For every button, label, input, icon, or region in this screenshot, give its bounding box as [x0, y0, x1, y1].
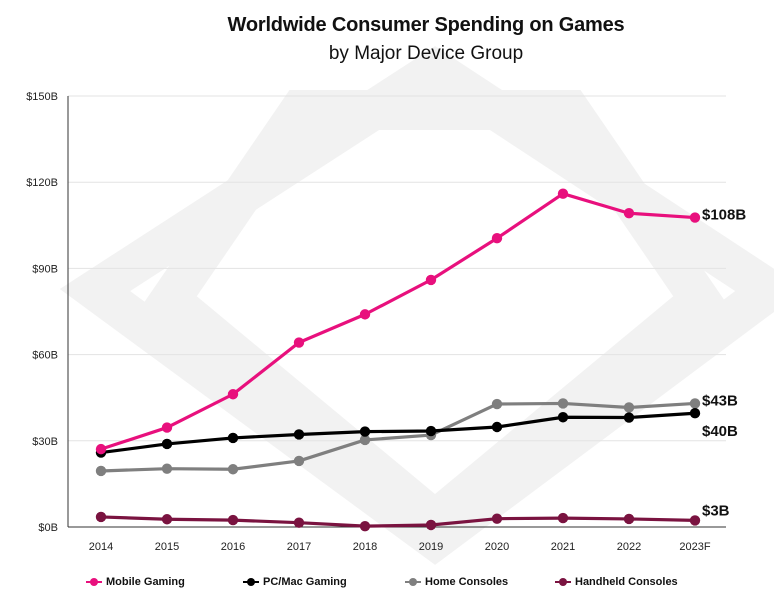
legend-label: Handheld Consoles: [575, 576, 678, 588]
end-labels: $43B $40B $3B $108B: [702, 207, 746, 520]
point-home-consoles: [227, 464, 239, 475]
point-handheld-consoles: [491, 513, 503, 524]
point-handheld-consoles: [95, 511, 107, 523]
point-handheld-consoles: [359, 520, 371, 532]
legend-swatch: [555, 578, 571, 586]
point-pc-mac-gaming: [293, 429, 305, 440]
x-tick-label: 2020: [485, 541, 509, 553]
point-mobile-gaming: [95, 443, 107, 455]
legend-item-home-consoles: Home Consoles: [405, 576, 508, 588]
point-handheld-consoles: [227, 514, 239, 526]
y-tick-label: $150B: [26, 91, 58, 103]
series-lines: [95, 188, 701, 532]
legend-swatch: [243, 578, 259, 586]
point-handheld-consoles: [161, 514, 173, 525]
point-pc-mac-gaming: [491, 421, 503, 433]
point-pc-mac-gaming: [623, 412, 635, 423]
point-home-consoles: [161, 463, 173, 474]
point-mobile-gaming: [557, 188, 569, 199]
y-tick-label: $30B: [32, 436, 58, 448]
point-pc-mac-gaming: [359, 426, 371, 437]
y-tick-label: $90B: [32, 263, 58, 275]
point-home-consoles: [359, 434, 371, 446]
series-line-handheld-consoles: [99, 515, 697, 528]
y-tick-label: $60B: [32, 350, 58, 362]
legend-item-mobile-gaming: Mobile Gaming: [86, 576, 185, 588]
point-home-consoles: [623, 402, 635, 413]
point-mobile-gaming: [689, 212, 701, 223]
y-tick-labels: $0B $30B $60B $90B $120B $150B: [26, 91, 58, 534]
legend-swatch: [405, 578, 421, 586]
point-mobile-gaming: [491, 233, 503, 244]
point-pc-mac-gaming: [161, 438, 173, 450]
point-mobile-gaming: [293, 337, 305, 348]
series-line-home-consoles: [99, 401, 697, 473]
point-handheld-consoles: [557, 512, 569, 524]
x-tick-label: 2016: [221, 541, 245, 553]
end-label-mobile-gaming: $108B: [702, 207, 746, 224]
x-tick-label: 2023F: [679, 541, 710, 553]
series-line-mobile-gaming: [99, 192, 697, 451]
end-label-pc-mac-gaming: $40B: [702, 423, 738, 440]
x-tick-label: 2014: [89, 541, 113, 553]
y-tick-label: $0B: [38, 522, 58, 534]
point-mobile-gaming: [425, 274, 437, 286]
x-tick-label: 2018: [353, 541, 377, 553]
point-handheld-consoles: [689, 515, 701, 526]
point-pc-mac-gaming: [425, 425, 437, 437]
legend-label: Home Consoles: [425, 576, 509, 588]
point-handheld-consoles: [425, 519, 437, 531]
point-mobile-gaming: [359, 309, 371, 320]
end-label-handheld-consoles: $3B: [702, 502, 730, 519]
x-tick-label: 2015: [155, 541, 179, 553]
point-home-consoles: [557, 398, 569, 409]
x-tick-label: 2019: [419, 541, 443, 553]
chart-subtitle: by Major Device Group: [328, 43, 524, 64]
x-tick-label: 2022: [617, 541, 641, 553]
legend-swatch: [86, 578, 102, 586]
legend-item-pc-mac-gaming: PC/Mac Gaming: [243, 576, 347, 588]
point-mobile-gaming: [623, 208, 635, 219]
x-tick-label: 2021: [551, 541, 575, 553]
x-tick-label: 2017: [287, 541, 311, 553]
point-pc-mac-gaming: [557, 412, 569, 423]
point-home-consoles: [293, 455, 305, 467]
point-pc-mac-gaming: [227, 432, 239, 444]
legend-label: Mobile Gaming: [106, 576, 185, 588]
point-home-consoles: [95, 465, 107, 477]
point-handheld-consoles: [293, 517, 305, 528]
chart-title: Worldwide Consumer Spending on Games: [227, 14, 625, 36]
gridlines: [68, 95, 726, 442]
y-tick-label: $120B: [26, 177, 58, 189]
legend-label: PC/Mac Gaming: [263, 576, 347, 588]
point-mobile-gaming: [161, 422, 173, 433]
end-label-home-consoles: $43B: [702, 392, 738, 409]
point-pc-mac-gaming: [689, 408, 701, 419]
series-line-pc-mac-gaming: [99, 411, 697, 455]
point-home-consoles: [491, 398, 503, 410]
legend-item-handheld-consoles: Handheld Consoles: [555, 576, 678, 588]
legend: Mobile Gaming PC/Mac Gaming Home Consoles H…: [0, 576, 774, 594]
point-home-consoles: [689, 398, 701, 409]
x-tick-labels: 2014 2015 2016 2017 2018 2019 2020 2021 2022 2023…: [89, 541, 711, 553]
point-handheld-consoles: [623, 513, 635, 525]
point-mobile-gaming: [227, 389, 239, 400]
